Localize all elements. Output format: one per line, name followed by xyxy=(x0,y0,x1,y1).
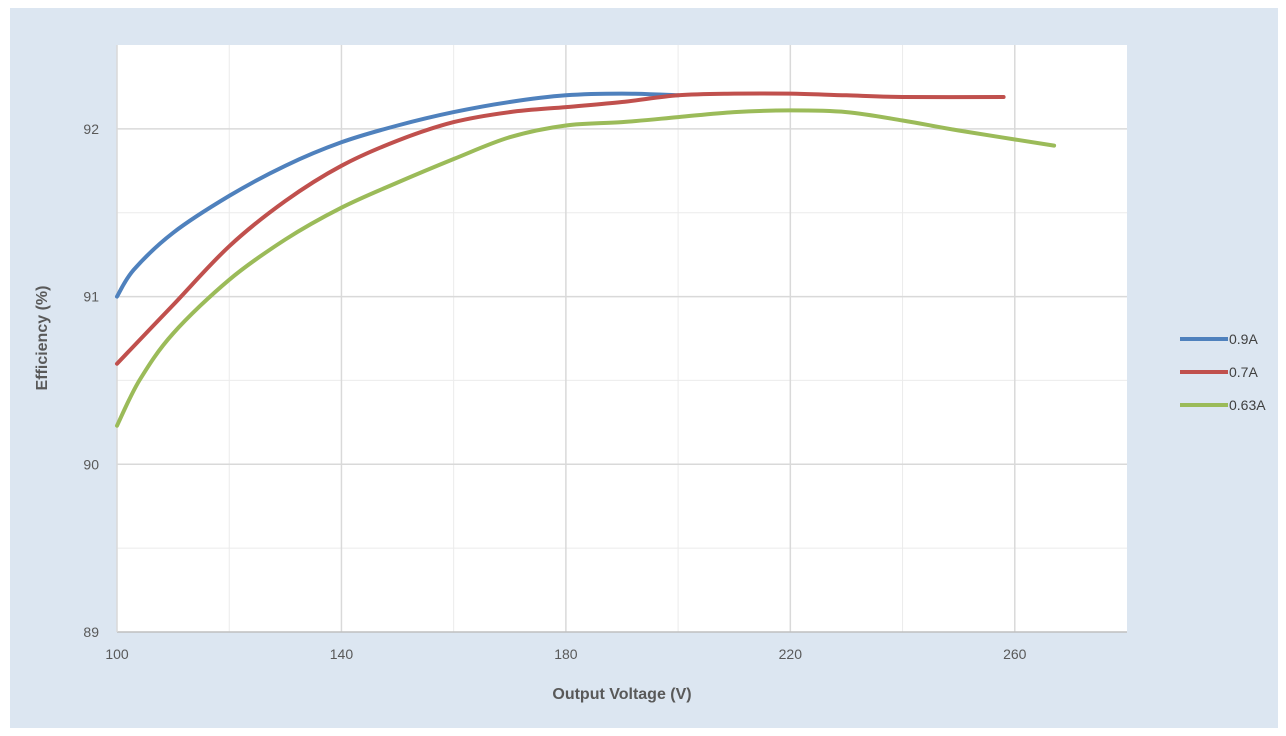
series-lines xyxy=(115,91,1057,428)
x-axis-title: Output Voltage (V) xyxy=(552,686,691,703)
legend: 0.9A 0.7A 0.63A xyxy=(1180,331,1266,413)
y-tick-label: 92 xyxy=(83,121,99,137)
y-tick-labels: 89 90 91 92 xyxy=(83,121,99,640)
axes xyxy=(116,45,1127,633)
minor-gridlines xyxy=(117,45,1127,632)
series-line-0 xyxy=(115,91,681,299)
y-tick-label: 89 xyxy=(83,624,99,640)
x-tick-label: 260 xyxy=(1003,646,1027,662)
x-tick-labels: 100 140 180 220 260 xyxy=(105,646,1026,662)
x-tick-label: 220 xyxy=(779,646,803,662)
series-line-1 xyxy=(115,91,1006,366)
legend-label: 0.7A xyxy=(1229,364,1258,380)
chart-frame: 100 140 180 220 260 89 90 91 92 Output Voltage … xyxy=(10,8,1278,728)
legend-label: 0.9A xyxy=(1229,331,1258,347)
efficiency-chart: 100 140 180 220 260 89 90 91 92 Output Voltage … xyxy=(34,45,1266,703)
y-tick-label: 90 xyxy=(83,456,99,472)
y-tick-label: 91 xyxy=(83,289,99,305)
x-tick-label: 100 xyxy=(105,646,129,662)
y-axis-title: Efficiency (%) xyxy=(34,286,51,391)
x-tick-label: 140 xyxy=(330,646,354,662)
x-tick-label: 180 xyxy=(554,646,578,662)
plot-area xyxy=(117,45,1127,632)
legend-label: 0.63A xyxy=(1229,397,1266,413)
series-line-2 xyxy=(115,108,1057,428)
